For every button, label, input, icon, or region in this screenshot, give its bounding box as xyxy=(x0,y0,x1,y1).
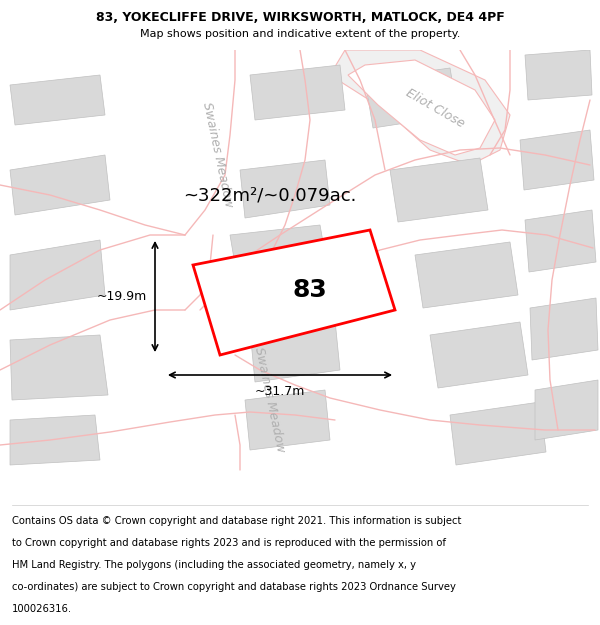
Polygon shape xyxy=(520,130,594,190)
Text: Swaines Meadow: Swaines Meadow xyxy=(200,101,236,209)
Polygon shape xyxy=(193,230,395,355)
Polygon shape xyxy=(535,380,598,440)
Polygon shape xyxy=(250,65,345,120)
Polygon shape xyxy=(10,155,110,215)
Polygon shape xyxy=(330,50,510,165)
Polygon shape xyxy=(450,402,546,465)
Text: ~31.7m: ~31.7m xyxy=(255,385,305,398)
Text: Eliot Close: Eliot Close xyxy=(403,86,467,130)
Polygon shape xyxy=(10,335,108,400)
Polygon shape xyxy=(365,68,458,128)
Text: HM Land Registry. The polygons (including the associated geometry, namely x, y: HM Land Registry. The polygons (includin… xyxy=(12,560,416,570)
Text: to Crown copyright and database rights 2023 and is reproduced with the permissio: to Crown copyright and database rights 2… xyxy=(12,538,446,548)
Polygon shape xyxy=(530,298,598,360)
Text: 83: 83 xyxy=(292,278,327,302)
Polygon shape xyxy=(430,322,528,388)
Text: 100026316.: 100026316. xyxy=(12,604,72,614)
Polygon shape xyxy=(525,50,592,100)
Polygon shape xyxy=(525,210,596,272)
Polygon shape xyxy=(10,75,105,125)
Polygon shape xyxy=(10,415,100,465)
Polygon shape xyxy=(10,240,105,310)
Polygon shape xyxy=(348,60,495,155)
Text: Contains OS data © Crown copyright and database right 2021. This information is : Contains OS data © Crown copyright and d… xyxy=(12,516,461,526)
Polygon shape xyxy=(245,390,330,450)
Text: co-ordinates) are subject to Crown copyright and database rights 2023 Ordnance S: co-ordinates) are subject to Crown copyr… xyxy=(12,582,456,592)
Polygon shape xyxy=(240,160,330,218)
Polygon shape xyxy=(250,320,340,382)
Text: ~322m²/~0.079ac.: ~322m²/~0.079ac. xyxy=(184,186,356,204)
Text: ~19.9m: ~19.9m xyxy=(97,290,147,303)
Polygon shape xyxy=(230,225,328,282)
Text: 83, YOKECLIFFE DRIVE, WIRKSWORTH, MATLOCK, DE4 4PF: 83, YOKECLIFFE DRIVE, WIRKSWORTH, MATLOC… xyxy=(95,11,505,24)
Polygon shape xyxy=(415,242,518,308)
Polygon shape xyxy=(390,158,488,222)
Text: Map shows position and indicative extent of the property.: Map shows position and indicative extent… xyxy=(140,29,460,39)
Text: Swaines Meadow: Swaines Meadow xyxy=(253,346,287,454)
